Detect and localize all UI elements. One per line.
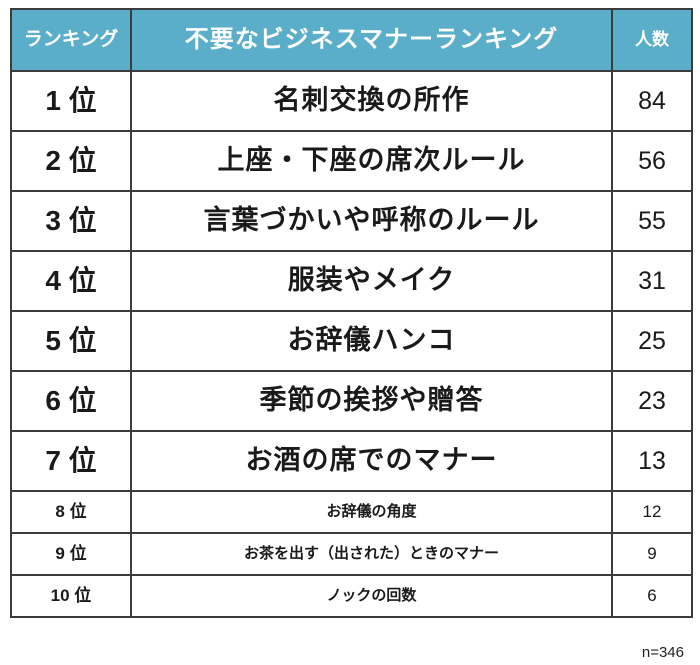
rank-cell: 9 位: [55, 544, 87, 564]
count-cell: 9: [611, 534, 691, 574]
item-cell: 上座・下座の席次ルール: [130, 132, 611, 190]
item-cell: お辞儀の角度: [130, 492, 611, 532]
item-cell: お辞儀ハンコ: [130, 312, 611, 370]
count-cell: 23: [611, 372, 691, 430]
item-cell: ノックの回数: [130, 576, 611, 616]
ranking-table: ランキング 不要なビジネスマナーランキング 人数 1 位 名刺交換の所作 84 …: [10, 8, 693, 618]
header-count-label: 人数: [611, 10, 691, 70]
item-cell: お酒の席でのマナー: [130, 432, 611, 490]
rank-cell: 10 位: [50, 586, 92, 606]
table-header-row: ランキング 不要なビジネスマナーランキング 人数: [12, 10, 691, 70]
count-cell: 84: [611, 72, 691, 130]
rank-cell: 7 位: [45, 444, 97, 476]
rank-cell: 4 位: [45, 264, 97, 296]
table-row-9: 9 位 お茶を出す（出された）ときのマナー 9: [12, 532, 691, 574]
table-row-10: 10 位 ノックの回数 6: [12, 574, 691, 616]
rank-cell: 6 位: [45, 384, 97, 416]
header-rank-label: ランキング: [23, 29, 119, 51]
table-row-4: 4 位 服装やメイク 31: [12, 250, 691, 310]
item-cell: 季節の挨拶や贈答: [130, 372, 611, 430]
rank-cell: 5 位: [45, 324, 97, 356]
count-cell: 6: [611, 576, 691, 616]
count-cell: 31: [611, 252, 691, 310]
count-cell: 56: [611, 132, 691, 190]
rank-cell: 1 位: [45, 84, 97, 116]
rank-cell: 3 位: [45, 204, 97, 236]
table-title: 不要なビジネスマナーランキング: [130, 10, 611, 70]
table-row-5: 5 位 お辞儀ハンコ 25: [12, 310, 691, 370]
table-row-1: 1 位 名刺交換の所作 84: [12, 70, 691, 130]
count-cell: 55: [611, 192, 691, 250]
sample-size-note: n=346: [641, 644, 684, 661]
table-row-7: 7 位 お酒の席でのマナー 13: [12, 430, 691, 490]
table-row-2: 2 位 上座・下座の席次ルール 56: [12, 130, 691, 190]
table-row-8: 8 位 お辞儀の角度 12: [12, 490, 691, 532]
item-cell: 名刺交換の所作: [130, 72, 611, 130]
table-row-6: 6 位 季節の挨拶や贈答 23: [12, 370, 691, 430]
item-cell: お茶を出す（出された）ときのマナー: [130, 534, 611, 574]
table-row-3: 3 位 言葉づかいや呼称のルール 55: [12, 190, 691, 250]
item-cell: 服装やメイク: [130, 252, 611, 310]
rank-cell: 2 位: [45, 144, 97, 176]
item-cell: 言葉づかいや呼称のルール: [130, 192, 611, 250]
rank-cell: 8 位: [55, 502, 87, 522]
count-cell: 12: [611, 492, 691, 532]
count-cell: 25: [611, 312, 691, 370]
count-cell: 13: [611, 432, 691, 490]
